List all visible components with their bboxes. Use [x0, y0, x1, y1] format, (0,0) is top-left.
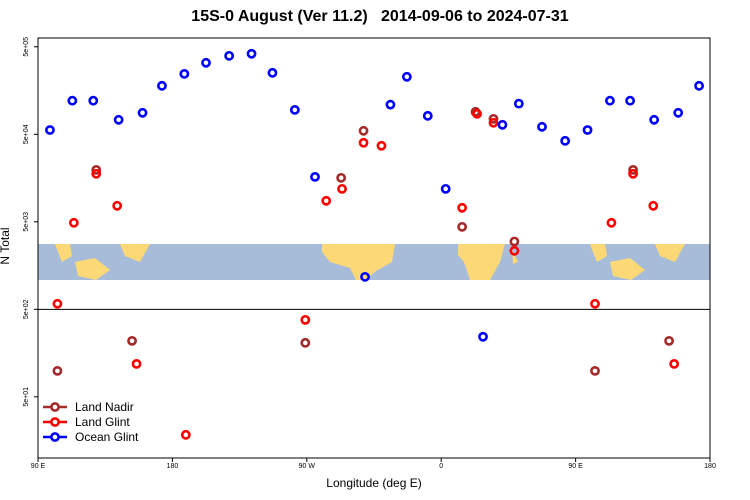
legend-marker	[50, 432, 60, 442]
point	[648, 200, 659, 211]
point	[385, 99, 396, 110]
point	[582, 125, 593, 135]
point	[358, 137, 369, 148]
x-axis-label: Longitude (deg E)	[326, 476, 421, 490]
point	[180, 429, 191, 440]
y-tick-label: 5e+04	[23, 124, 30, 144]
x-tick-label: 90 W	[299, 463, 316, 470]
point	[628, 168, 638, 179]
point	[590, 365, 600, 376]
legend-marker	[50, 402, 60, 412]
x-tick-label: 180	[704, 463, 716, 470]
point	[300, 314, 311, 325]
y-tick-label: 5e+03	[23, 212, 30, 232]
point	[52, 298, 63, 309]
point	[590, 298, 600, 309]
point	[246, 48, 257, 59]
point	[509, 236, 520, 247]
point	[488, 113, 499, 124]
point	[694, 80, 704, 91]
legend-marker	[50, 417, 60, 427]
point	[224, 50, 235, 61]
point	[137, 107, 148, 118]
point	[497, 119, 508, 130]
point	[201, 57, 211, 68]
map-strip	[38, 244, 710, 280]
point	[664, 335, 674, 346]
point	[157, 80, 167, 91]
point	[649, 114, 660, 125]
point	[488, 117, 499, 128]
x-tick-label: 180	[167, 463, 179, 470]
point	[669, 358, 680, 369]
point	[68, 217, 79, 228]
point	[537, 121, 547, 132]
point	[509, 245, 520, 256]
x-tick-label: 90 E	[31, 463, 46, 470]
chart-title: 15S-0 August (Ver 11.2) 2014-09-06 to 20…	[191, 8, 568, 25]
point	[560, 135, 571, 146]
x-tick-label: 90 E	[568, 463, 583, 470]
point	[310, 171, 320, 182]
legend-label: Ocean Glint	[75, 430, 139, 444]
point	[91, 168, 102, 179]
point	[513, 98, 524, 109]
x-tick-label: 0	[439, 463, 443, 470]
point	[625, 95, 636, 106]
point	[360, 271, 370, 282]
point	[91, 164, 102, 175]
point	[422, 110, 433, 121]
point	[112, 200, 123, 211]
plot-frame	[37, 37, 711, 459]
point	[289, 105, 300, 115]
point	[52, 365, 63, 376]
point	[321, 195, 332, 206]
point	[358, 125, 369, 136]
point	[113, 114, 124, 125]
y-axis-label: N Total	[0, 227, 12, 264]
point	[605, 95, 615, 106]
point	[88, 95, 99, 106]
point	[440, 183, 451, 194]
point	[45, 125, 55, 135]
legend-label: Land Glint	[75, 415, 130, 429]
y-tick-label: 5e+02	[23, 299, 30, 319]
point	[336, 172, 347, 183]
point	[472, 108, 482, 119]
point	[478, 331, 488, 342]
point	[179, 68, 190, 79]
point	[673, 107, 684, 118]
point	[376, 140, 387, 151]
point	[457, 202, 468, 213]
y-tick-label: 5e+05	[23, 37, 30, 57]
point	[131, 358, 142, 369]
point	[127, 335, 137, 346]
point	[337, 183, 347, 194]
point	[67, 95, 78, 106]
point	[401, 71, 412, 82]
legend-label: Land Nadir	[75, 400, 134, 414]
point	[606, 217, 617, 228]
point	[300, 337, 311, 348]
point	[628, 164, 638, 175]
point	[267, 67, 278, 78]
y-tick-label: 5e+01	[23, 387, 30, 407]
point	[457, 221, 468, 232]
